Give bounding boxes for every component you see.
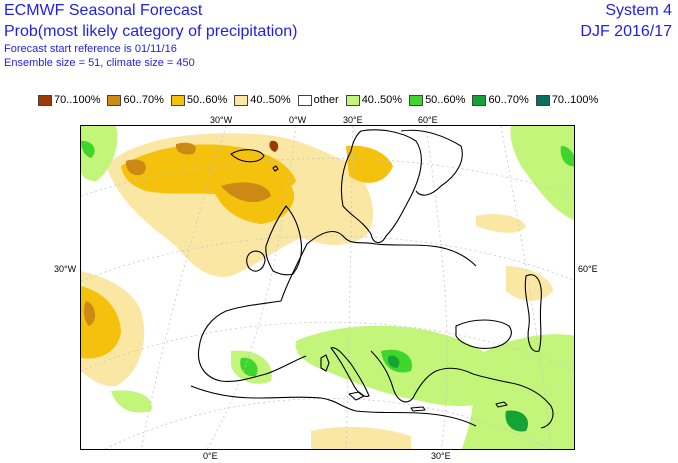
legend-swatch: [409, 94, 424, 106]
legend-swatch: [38, 94, 52, 106]
shade-40-50-dry: [311, 426, 411, 449]
legend-label: 40..50%: [250, 94, 291, 106]
legend-label: 50..60%: [425, 94, 466, 106]
legend-swatch: [297, 94, 312, 106]
graticule-label-top-0w: 0°W: [289, 115, 307, 125]
coastlines: [190, 129, 554, 429]
legend: 70..100% 60..70% 50..60% 40..50% other 4…: [38, 93, 605, 107]
shade-40-50-wet: [81, 126, 118, 181]
shade-60-70-wet: [505, 410, 529, 432]
shade-40-50-dry: [506, 266, 553, 301]
forecast-map: [80, 125, 575, 450]
shade-60-70-dry: [175, 142, 196, 155]
shade-40-50-wet: [461, 334, 574, 449]
legend-item: 60..70%: [107, 94, 164, 106]
legend-swatch: [234, 94, 249, 106]
legend-item: 50..60%: [409, 94, 465, 106]
shade-50-60-wet: [81, 140, 95, 158]
graticule: [81, 126, 574, 449]
legend-label: 40..50%: [361, 94, 403, 106]
legend-item: 70..100%: [38, 94, 100, 106]
legend-swatch: [107, 94, 122, 106]
shade-50-60-wet: [240, 357, 258, 377]
graticule-label-right-60e: 60°E: [578, 264, 598, 274]
legend-label: 50..60%: [186, 94, 228, 106]
shade-70-100-dry: [269, 140, 279, 152]
legend-swatch: [472, 94, 487, 106]
legend-label: 60..70%: [123, 94, 164, 106]
legend-swatch: [170, 94, 185, 106]
shade-40-50-wet: [111, 390, 152, 413]
shade-60-70-dry: [125, 159, 146, 176]
shade-40-50-wet: [510, 126, 574, 221]
shade-60-70-wet: [387, 355, 400, 368]
graticule-label-bottom-0e: 0°E: [203, 451, 218, 461]
legend-swatch: [535, 94, 550, 106]
page-title: ECMWF Seasonal Forecast: [4, 2, 203, 19]
legend-item: 60..70%: [472, 94, 529, 106]
season-label: DJF 2016/17: [580, 23, 672, 40]
shade-50-60-wet: [560, 146, 574, 167]
shade-60-70-dry: [221, 182, 271, 202]
graticule-label-top-60e: 60°E: [418, 115, 438, 125]
graticule-label-top-30w: 30°W: [210, 115, 233, 125]
system-label: System 4: [605, 2, 672, 19]
shade-60-70-dry: [84, 301, 96, 326]
legend-label: 70..100%: [54, 94, 101, 106]
shade-40-50-dry: [476, 214, 526, 233]
graticule-label-top-30e: 30°E: [343, 115, 363, 125]
page-subtitle: Prob(most likely category of precipitati…: [4, 23, 298, 40]
legend-item: 70..100%: [535, 94, 599, 106]
shade-50-60-dry: [346, 145, 393, 183]
forecast-start-text: Forecast start reference is 01/11/16: [4, 43, 177, 55]
legend-label: other: [313, 94, 339, 106]
graticule-label-bottom-30e: 30°E: [431, 451, 451, 461]
legend-item: 40..50%: [234, 94, 291, 106]
legend-swatch: [345, 94, 360, 106]
precip-shading: [81, 126, 574, 449]
legend-label: 60..70%: [488, 94, 529, 106]
legend-item: other: [297, 94, 339, 106]
legend-item: 40..50%: [345, 94, 403, 106]
map-canvas: [81, 126, 574, 449]
legend-item: 50..60%: [170, 94, 228, 106]
ensemble-size-text: Ensemble size = 51, climate size = 450: [4, 57, 195, 69]
graticule-label-left-30w: 30°W: [54, 264, 77, 274]
legend-label: 70..100%: [551, 94, 599, 106]
shade-50-60-dry: [81, 286, 121, 359]
